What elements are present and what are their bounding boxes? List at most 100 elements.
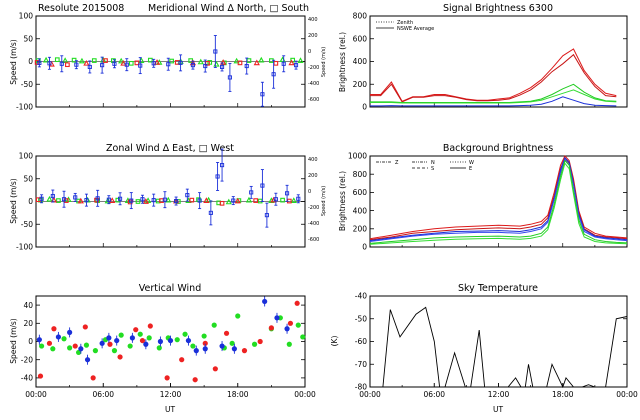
data-point-red (164, 375, 170, 381)
data-point-green (174, 337, 180, 343)
data-point-red (270, 196, 277, 203)
series-line-sky (507, 377, 522, 388)
data-point-green (156, 345, 162, 351)
legend-e: E (469, 166, 472, 172)
data-point-blue (293, 63, 299, 68)
data-point-blue (296, 196, 301, 201)
legend-zenith: Zenith (397, 20, 413, 26)
y-tick-label: 0 (28, 337, 33, 346)
data-point-green (245, 196, 253, 203)
y-tick-label: -40 (355, 292, 367, 301)
data-point-blue (220, 64, 225, 70)
data-point-red (220, 59, 227, 65)
y-tick-label: 400 (353, 206, 368, 215)
y-tick-label: -60 (355, 337, 367, 346)
data-point-blue (190, 63, 195, 68)
data-point-green (147, 57, 153, 63)
title: Background Brightness (443, 143, 553, 154)
y-axis-label: Brightness (rel.) (338, 171, 347, 231)
y-axis-label: Speed (m/s) (9, 318, 18, 364)
data-point-blue (50, 193, 55, 199)
data-point-red (82, 324, 88, 330)
data-point-blue (185, 193, 190, 198)
y-axis-label-right: Speed (m/s) (321, 47, 327, 77)
data-point-red (46, 340, 53, 346)
data-point-red (179, 357, 185, 363)
data-point-blue (87, 64, 92, 70)
data-point-green (61, 336, 67, 342)
data-point-red (147, 323, 153, 329)
y-tick-label: 800 (353, 12, 368, 21)
data-point-blue (167, 337, 174, 344)
y-tick-label: -80 (355, 383, 367, 392)
data-point-blue (124, 62, 129, 67)
data-point-blue (231, 346, 237, 352)
x-tick-label: 18:00 (227, 390, 249, 399)
data-point-green (39, 343, 45, 349)
data-point-red (287, 320, 294, 326)
title: Zonal Wind ∆ East, □ West (106, 143, 234, 154)
y-tick-label: -100 (16, 243, 33, 252)
data-point-blue (231, 198, 236, 203)
data-point-blue (197, 198, 202, 203)
data-point-blue (140, 197, 145, 202)
data-point-green (211, 322, 217, 328)
y-tick-label: 100 (19, 152, 34, 161)
data-point-green (128, 60, 134, 66)
series-line-sky (524, 364, 534, 388)
data-point-red (219, 200, 225, 206)
legend-average: NSWE Average (397, 26, 434, 32)
data-point-red (142, 198, 149, 204)
plot-frame (369, 295, 628, 388)
data-point-red (120, 59, 127, 66)
data-point-blue (281, 61, 286, 66)
data-point-red (288, 59, 295, 66)
y-tick-label: -50 (21, 80, 33, 89)
data-point-blue (166, 62, 171, 67)
x-tick-label: 06:00 (423, 390, 445, 399)
data-point-red (159, 198, 164, 203)
data-point-red (237, 60, 243, 66)
data-point-green (257, 198, 263, 204)
y-tick-label: 0 (362, 103, 367, 112)
data-point-blue (84, 198, 89, 203)
data-point-red (51, 326, 57, 332)
data-point-green (146, 335, 152, 341)
data-point-red (234, 197, 241, 204)
series-line-green-1 (369, 159, 628, 244)
title: Sky Temperature (458, 283, 538, 294)
data-point-blue (106, 197, 111, 202)
data-point-blue (215, 174, 220, 179)
right-tick-label: 200 (308, 33, 318, 39)
data-point-blue (36, 337, 42, 343)
data-point-red (268, 325, 274, 331)
series-line-red-avg (370, 53, 617, 103)
title: Signal Brightness 6300 (443, 3, 553, 14)
x-axis-label: UT (165, 405, 175, 414)
data-point-green (118, 57, 125, 64)
panel-sky: Sky Temperature (K) UT -40-50-60-70-8000… (330, 283, 638, 414)
panel-zonal: Zonal Wind ∆ East, □ West Speed (m/s) Sp… (9, 143, 327, 252)
data-point-green (165, 196, 172, 203)
y-axis-label: Speed (m/s) (9, 39, 18, 85)
data-point-green (46, 195, 53, 202)
y-tick-label: 400 (353, 57, 368, 66)
data-point-red (65, 62, 70, 68)
right-tick-label: -600 (308, 237, 319, 243)
data-point-blue (39, 196, 44, 201)
y-tick-label: 0 (362, 243, 367, 252)
y-tick-label: -20 (21, 355, 33, 364)
series-line-sky (581, 384, 596, 388)
data-point-red (90, 375, 96, 381)
x-tick-label: 00:00 (294, 390, 316, 399)
data-point-red (253, 198, 259, 203)
title: Vertical Wind (139, 283, 201, 294)
x-tick-label: 00:00 (359, 390, 381, 399)
data-point-blue (260, 183, 265, 188)
data-point-blue (193, 348, 199, 354)
data-point-blue (249, 190, 254, 195)
data-point-green (196, 197, 201, 203)
y-tick-label: 0 (28, 57, 33, 66)
data-point-blue (151, 61, 156, 66)
panel-background: Background Brightness Brightness (rel.) … (338, 143, 628, 252)
